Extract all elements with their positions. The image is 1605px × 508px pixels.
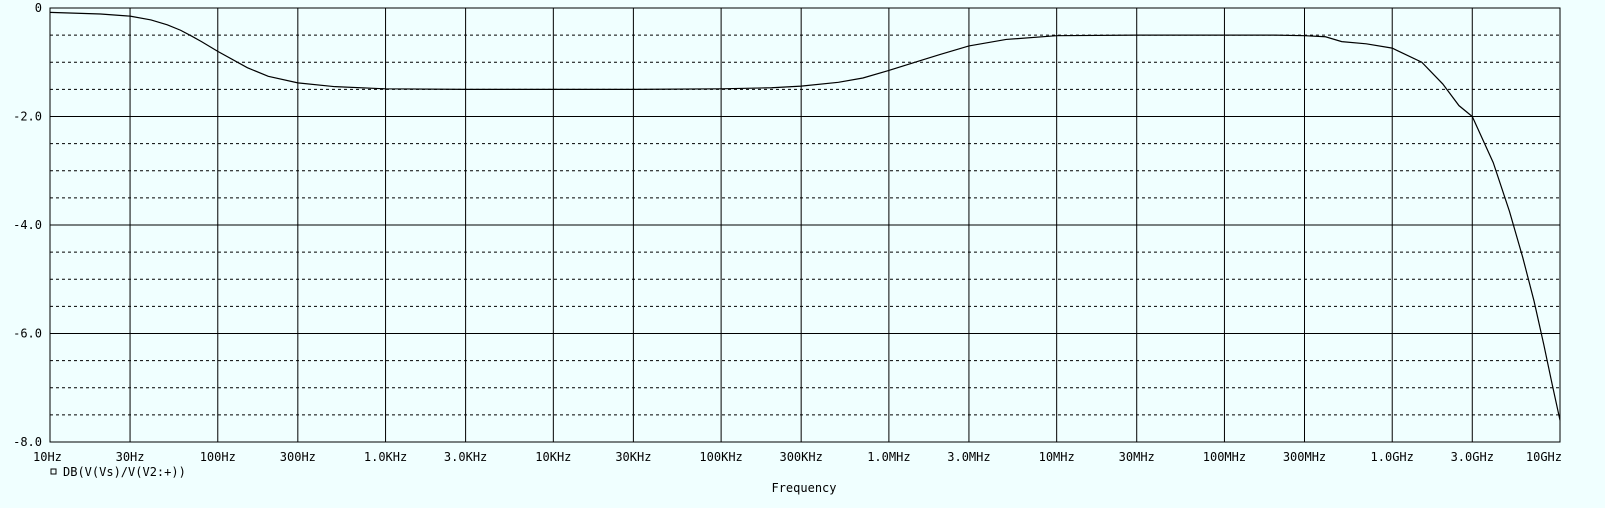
- legend-label: DB(V(Vs)/V(V2:+)): [63, 465, 186, 479]
- x-tick-label: 100MHz: [1203, 450, 1246, 464]
- plot-frame: [49, 7, 1561, 443]
- x-tick-label: 10GHz: [1526, 450, 1562, 464]
- x-tick-label: 300Hz: [280, 450, 316, 464]
- x-tick-label: 30KHz: [615, 450, 651, 464]
- x-tick-label: 300MHz: [1283, 450, 1326, 464]
- x-tick-label: 3.0MHz: [947, 450, 990, 464]
- legend: DB(V(Vs)/V(V2:+)): [50, 465, 186, 479]
- y-tick-label: -6.0: [13, 327, 42, 341]
- x-tick-label: 10Hz: [33, 450, 62, 464]
- y-tick-label: -8.0: [13, 435, 42, 449]
- x-axis-tick-labels: 10Hz 30Hz 100Hz 300Hz 1.0KHz 3.0KHz 10KHz 30KHz…: [33, 450, 1562, 464]
- y-tick-label: -4.0: [13, 218, 42, 232]
- x-tick-label: 300KHz: [779, 450, 822, 464]
- legend-marker: [50, 468, 57, 475]
- y-tick-label: -2.0: [13, 110, 42, 124]
- x-tick-label: 30Hz: [116, 450, 145, 464]
- x-tick-label: 1.0MHz: [867, 450, 910, 464]
- x-tick-label: 10MHz: [1039, 450, 1075, 464]
- series-line: [49, 11, 1561, 421]
- x-tick-label: 30MHz: [1119, 450, 1155, 464]
- series-layer: [49, 11, 1561, 421]
- y-axis-tick-labels: 0 -2.0 -4.0 -6.0 -8.0: [13, 1, 42, 449]
- x-axis-label: Frequency: [771, 481, 836, 495]
- y-tick-label: 0: [35, 1, 42, 15]
- x-tick-label: 1.0KHz: [364, 450, 407, 464]
- x-tick-label: 100Hz: [200, 450, 236, 464]
- x-tick-label: 3.0GHz: [1451, 450, 1494, 464]
- x-tick-label: 3.0KHz: [444, 450, 487, 464]
- x-tick-label: 100KHz: [699, 450, 742, 464]
- x-tick-label: 1.0GHz: [1371, 450, 1414, 464]
- x-tick-label: 10KHz: [535, 450, 571, 464]
